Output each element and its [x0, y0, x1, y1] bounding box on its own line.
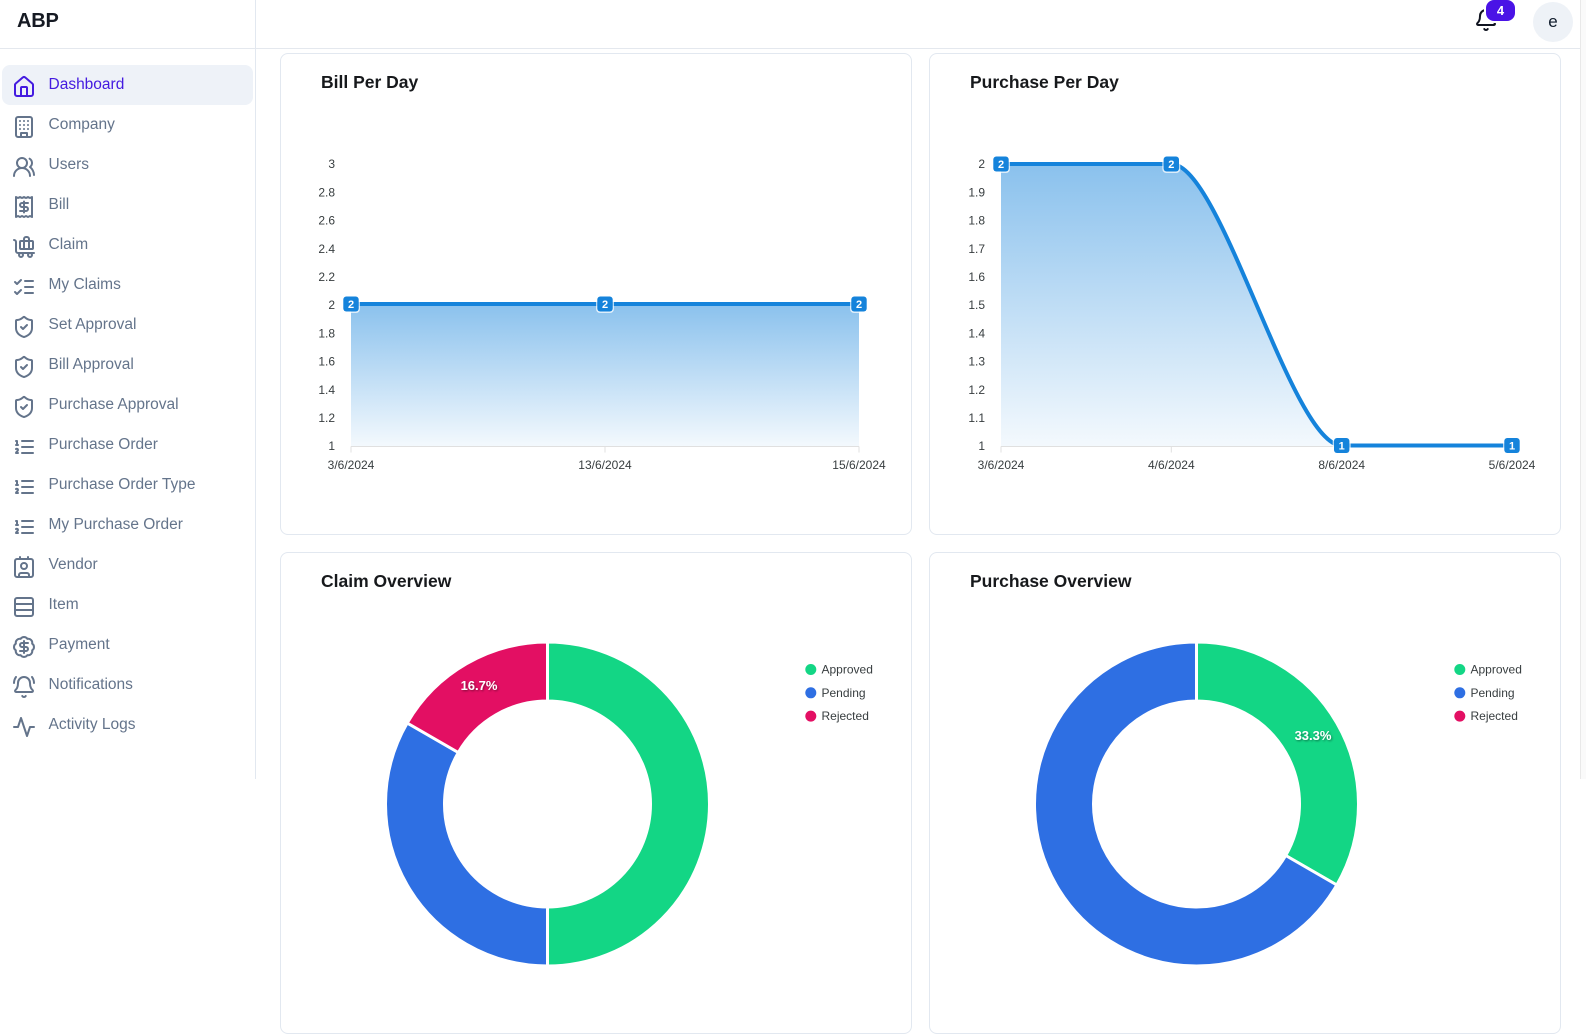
svg-text:Pending: Pending	[822, 686, 866, 700]
svg-text:5/6/2024: 5/6/2024	[1489, 458, 1536, 472]
svg-text:1.2: 1.2	[968, 383, 985, 397]
svg-text:13/6/2024: 13/6/2024	[578, 458, 632, 472]
svg-text:2.2: 2.2	[318, 270, 335, 284]
svg-text:1.4: 1.4	[968, 326, 985, 340]
svg-text:Approved: Approved	[1471, 663, 1522, 677]
svg-text:1.6: 1.6	[968, 270, 985, 284]
svg-text:1: 1	[1509, 441, 1515, 453]
svg-text:1.8: 1.8	[968, 214, 985, 228]
svg-text:2.4: 2.4	[318, 242, 335, 256]
svg-text:2: 2	[1168, 159, 1174, 171]
svg-text:1.4: 1.4	[318, 383, 335, 397]
svg-text:1.9: 1.9	[968, 185, 985, 199]
svg-text:3/6/2024: 3/6/2024	[978, 458, 1025, 472]
svg-text:2.6: 2.6	[318, 214, 335, 228]
svg-text:1.6: 1.6	[318, 355, 335, 369]
svg-text:1: 1	[1339, 441, 1345, 453]
svg-text:1.2: 1.2	[318, 411, 335, 425]
svg-text:1.1: 1.1	[968, 411, 985, 425]
svg-text:1.7: 1.7	[968, 242, 985, 256]
svg-text:2: 2	[856, 299, 862, 311]
svg-text:2: 2	[978, 157, 985, 171]
svg-text:2: 2	[328, 298, 335, 312]
svg-text:Pending: Pending	[1471, 686, 1515, 700]
svg-text:1.5: 1.5	[968, 298, 985, 312]
svg-text:4/6/2024: 4/6/2024	[1148, 458, 1195, 472]
svg-text:16.7%: 16.7%	[461, 678, 498, 693]
svg-text:2: 2	[602, 299, 608, 311]
svg-text:Rejected: Rejected	[1471, 709, 1518, 723]
svg-text:Rejected: Rejected	[822, 709, 869, 723]
svg-text:2: 2	[348, 299, 354, 311]
svg-text:3/6/2024: 3/6/2024	[328, 458, 375, 472]
svg-text:1.3: 1.3	[968, 355, 985, 369]
svg-text:3: 3	[328, 157, 335, 171]
svg-text:Approved: Approved	[822, 663, 873, 677]
svg-text:33.3%: 33.3%	[1295, 728, 1332, 743]
svg-text:8/6/2024: 8/6/2024	[1318, 458, 1365, 472]
svg-text:1: 1	[328, 439, 335, 453]
svg-text:1: 1	[978, 439, 985, 453]
svg-text:2: 2	[998, 159, 1004, 171]
svg-text:1.8: 1.8	[318, 326, 335, 340]
svg-text:15/6/2024: 15/6/2024	[832, 458, 886, 472]
svg-text:2.8: 2.8	[318, 185, 335, 199]
